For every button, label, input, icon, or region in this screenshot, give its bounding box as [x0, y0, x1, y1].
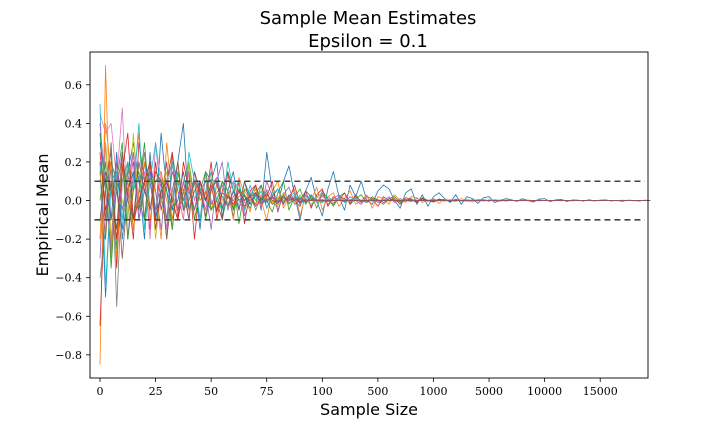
y-axis-label: Empirical Mean	[33, 153, 52, 276]
y-tick-label: −0.6	[55, 310, 82, 323]
x-tick-label: 0	[97, 385, 104, 398]
x-tick-label: 25	[149, 385, 163, 398]
y-tick-label: 0.0	[65, 195, 83, 208]
y-tick-label: 0.6	[65, 79, 83, 92]
y-tick-label: −0.2	[55, 233, 82, 246]
y-axis: −0.8 −0.6 −0.4 −0.2 0.0 0.2 0.4 0.6	[55, 79, 90, 362]
chart-title: Sample Mean Estimates	[260, 8, 477, 29]
series-line-3	[99, 132, 651, 250]
x-axis: 0 25 50 75 100 500 1000 5000 10000 15000	[97, 378, 618, 398]
series-line-11	[99, 142, 651, 240]
axes-frame	[89, 51, 649, 379]
y-tick-label: 0.2	[65, 156, 83, 169]
x-tick-label: 500	[367, 385, 388, 398]
chart-subtitle: Epsilon = 0.1	[308, 31, 428, 52]
x-axis-label: Sample Size	[320, 400, 418, 419]
y-tick-label: 0.4	[65, 117, 83, 130]
plot-area	[94, 65, 651, 365]
series-line-12	[99, 122, 651, 259]
x-tick-label: 1000	[419, 385, 447, 398]
series-line-1	[99, 122, 651, 298]
x-tick-label: 10000	[527, 385, 562, 398]
x-tick-label: 15000	[583, 385, 618, 398]
x-tick-label: 50	[204, 385, 218, 398]
x-tick-label: 5000	[475, 385, 503, 398]
series-line-16	[99, 151, 651, 240]
x-tick-label: 75	[260, 385, 274, 398]
y-tick-label: −0.4	[55, 272, 82, 285]
y-tick-label: −0.8	[55, 349, 82, 362]
x-tick-label: 100	[312, 385, 333, 398]
